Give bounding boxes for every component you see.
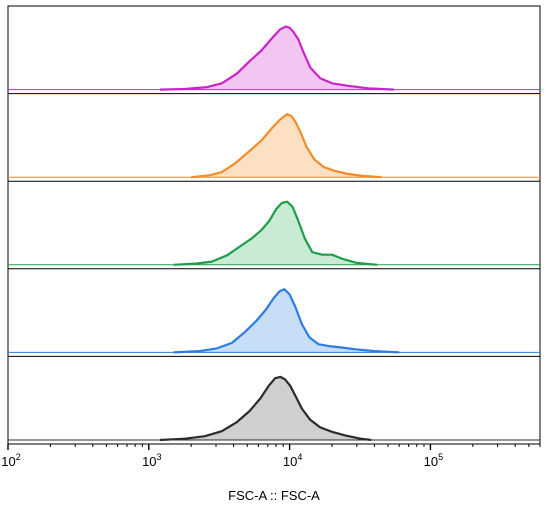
histogram-outline-2 [191,113,382,179]
x-tick-label-base: 10 [142,454,156,469]
x-tick-label-exponent: 5 [438,452,443,462]
histogram-fill-4 [173,289,400,353]
histogram-outline-1 [159,25,394,91]
histogram-panel-1 [8,25,540,91]
x-tick-label-exponent: 3 [157,452,162,462]
histogram-fill-1 [160,26,394,90]
x-tick-label-base: 10 [283,454,297,469]
histogram-outline-3 [173,200,378,266]
histogram-fill-3 [173,201,378,265]
x-tick-label: 105 [424,452,443,469]
x-tick-label-exponent: 2 [16,452,21,462]
x-tick-label-exponent: 4 [297,452,302,462]
histogram-outline-4 [173,288,400,354]
x-axis-title: FSC-A :: FSC-A [228,488,320,503]
x-tick-label: 102 [1,452,20,469]
x-tick-label: 104 [283,452,302,469]
x-tick-label-base: 10 [1,454,15,469]
histogram-panel-5 [8,375,540,442]
histogram-fill-5 [160,376,372,440]
histogram-outline-5 [159,375,372,442]
histogram-panel-3 [8,200,540,266]
histogram-panel-2 [8,113,540,179]
histogram-panel-4 [8,288,540,354]
plot-frame [7,5,541,445]
x-tick-label-base: 10 [424,454,438,469]
x-axis: 102 103 104 105 [1,444,541,469]
x-tick-label: 103 [142,452,161,469]
histogram-fill-2 [191,114,382,178]
histogram-panels [8,25,540,442]
